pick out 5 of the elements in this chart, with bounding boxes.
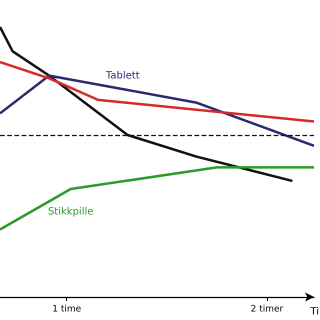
series-label: Stikkpille: [48, 206, 94, 218]
series-label: Tablett: [104, 70, 140, 82]
x-tick-label: 1 time: [52, 304, 82, 314]
x-tick-label: 2 timer: [250, 304, 284, 314]
x-axis-title: Ti: [309, 306, 320, 318]
